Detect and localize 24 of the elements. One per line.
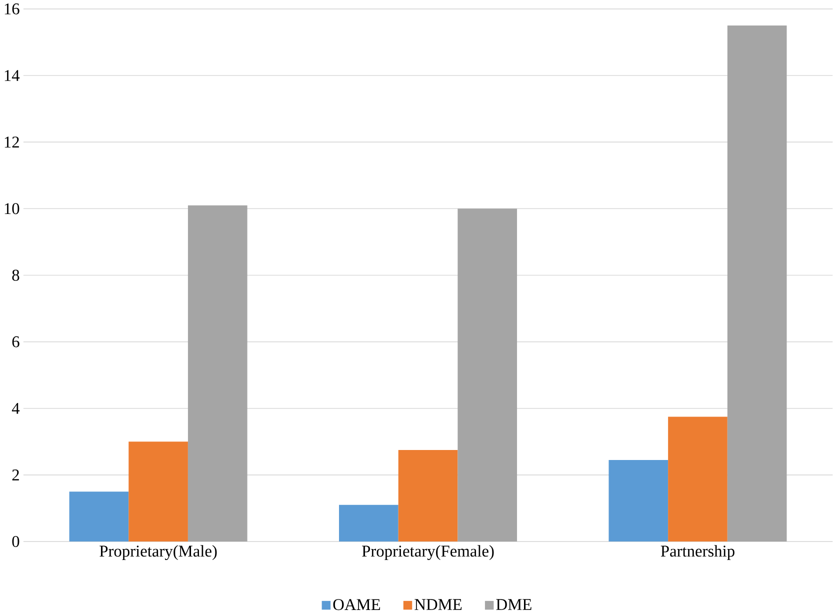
legend-label: NDME	[414, 599, 462, 610]
legend-label: OAME	[333, 599, 380, 610]
y-tick-label: 6	[12, 336, 20, 348]
x-tick-label: Proprietary(Male)	[100, 545, 217, 560]
y-tick-label: 8	[12, 270, 20, 281]
bar	[69, 492, 129, 542]
y-tick-label: 14	[4, 70, 20, 82]
x-tick-label: Proprietary(Female)	[362, 545, 494, 560]
y-tick-label: 16	[4, 4, 20, 15]
legend-label: DME	[496, 599, 532, 610]
y-tick-label: 10	[4, 203, 20, 214]
bar	[128, 442, 188, 542]
y-tick-label: 4	[12, 403, 20, 414]
y-tick-label: 2	[12, 470, 19, 481]
bar	[339, 505, 398, 542]
y-tick-label: 0	[12, 536, 20, 548]
bar	[727, 26, 787, 542]
x-tick-label: Partnership	[660, 545, 734, 560]
bar	[608, 460, 668, 542]
bar	[458, 208, 518, 542]
y-tick-label: 12	[4, 136, 19, 148]
bar	[188, 206, 248, 542]
bar	[668, 416, 728, 542]
bar	[398, 450, 458, 542]
